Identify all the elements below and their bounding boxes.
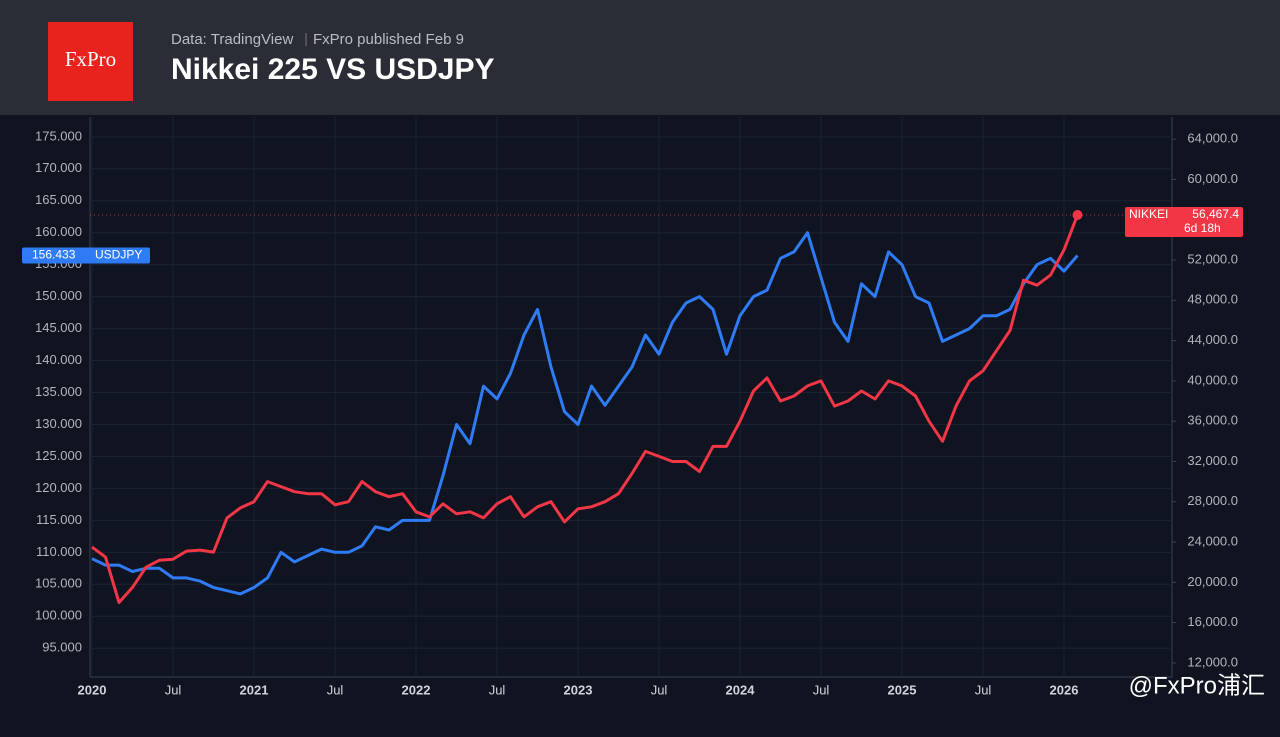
price-tag bbox=[1125, 207, 1243, 238]
y-tick-label: 105.000 bbox=[35, 576, 82, 591]
y2-tick-label: 20,000.0 bbox=[1187, 574, 1238, 589]
y2-tick-label: 44,000.0 bbox=[1187, 332, 1238, 347]
y-tick-label: 145.000 bbox=[35, 320, 82, 335]
line bbox=[91, 214, 1079, 604]
x-tick-label: Jul bbox=[327, 682, 344, 697]
x-tick-label: Jul bbox=[813, 682, 830, 697]
y2-tick-label: 64,000.0 bbox=[1187, 131, 1238, 146]
logo: FxPro bbox=[65, 47, 116, 71]
y-tick-label: 135.000 bbox=[35, 384, 82, 399]
x-tick-label: 2023 bbox=[564, 682, 593, 697]
series-name: NIKKEI bbox=[1129, 207, 1168, 221]
y-tick-label: 130.000 bbox=[35, 416, 82, 431]
watermark: @FxPro浦汇 bbox=[1129, 672, 1265, 699]
labels: 95.000 100.000 105.000 110.000 115.000 120.00… bbox=[22, 128, 1243, 697]
value-label: 156.433 bbox=[32, 248, 76, 262]
x-tick-label: 2021 bbox=[240, 682, 269, 697]
y-tick-label: 110.000 bbox=[36, 544, 82, 559]
x-tick-label: Jul bbox=[165, 682, 182, 697]
x-tick-label: 2026 bbox=[1050, 682, 1079, 697]
y-tick-label: 115.000 bbox=[36, 512, 82, 527]
y-tick-label: 150.000 bbox=[35, 288, 82, 303]
chart-title: Nikkei 225 VS USDJPY bbox=[171, 53, 495, 86]
y2-tick-label: 12,000.0 bbox=[1187, 654, 1238, 669]
y-tick-label: 100.000 bbox=[35, 608, 82, 623]
y2-tick-label: 40,000.0 bbox=[1187, 372, 1238, 387]
source: Data: TradingView bbox=[171, 31, 293, 48]
series-name: USDJPY bbox=[95, 248, 142, 262]
marks bbox=[90, 210, 1172, 604]
last-point bbox=[1072, 210, 1083, 221]
price-tag bbox=[22, 247, 150, 264]
header-bg bbox=[0, 0, 1280, 115]
y-tick-label: 165.000 bbox=[35, 192, 82, 207]
y2-tick-label: 36,000.0 bbox=[1187, 413, 1238, 428]
x-tick-label: Jul bbox=[975, 682, 992, 697]
grid bbox=[90, 117, 1176, 677]
x-tick-label: 2020 bbox=[78, 682, 107, 697]
y2-tick-label: 52,000.0 bbox=[1187, 251, 1238, 266]
y-tick-label: 125.000 bbox=[35, 448, 82, 463]
published: FxPro published Feb 9 bbox=[313, 31, 464, 48]
y-tick-label: 170.000 bbox=[35, 160, 82, 175]
y2-tick-label: 60,000.0 bbox=[1187, 171, 1238, 186]
annotation: 6d 18h bbox=[1184, 221, 1221, 235]
x-tick-label: 2025 bbox=[888, 682, 917, 697]
x-tick-label: Jul bbox=[651, 682, 668, 697]
y-tick-label: 95.000 bbox=[42, 640, 82, 655]
y-tick-label: 160.000 bbox=[35, 224, 82, 239]
y2-tick-label: 32,000.0 bbox=[1187, 453, 1238, 468]
y-tick-label: 175.000 bbox=[35, 128, 82, 143]
y2-tick-label: 28,000.0 bbox=[1187, 493, 1238, 508]
x-tick-label: 2024 bbox=[726, 682, 756, 697]
logo-box bbox=[48, 22, 133, 101]
value-label: 56,467.4 bbox=[1192, 207, 1239, 221]
y-tick-label: 140.000 bbox=[35, 352, 82, 367]
x-tick-label: 2022 bbox=[402, 682, 431, 697]
y-tick-label: 120.000 bbox=[35, 480, 82, 495]
y2-tick-label: 24,000.0 bbox=[1187, 533, 1238, 548]
y2-tick-label: 48,000.0 bbox=[1187, 292, 1238, 307]
x-tick-label: Jul bbox=[489, 682, 506, 697]
line bbox=[91, 231, 1079, 596]
y2-tick-label: 16,000.0 bbox=[1187, 614, 1238, 629]
